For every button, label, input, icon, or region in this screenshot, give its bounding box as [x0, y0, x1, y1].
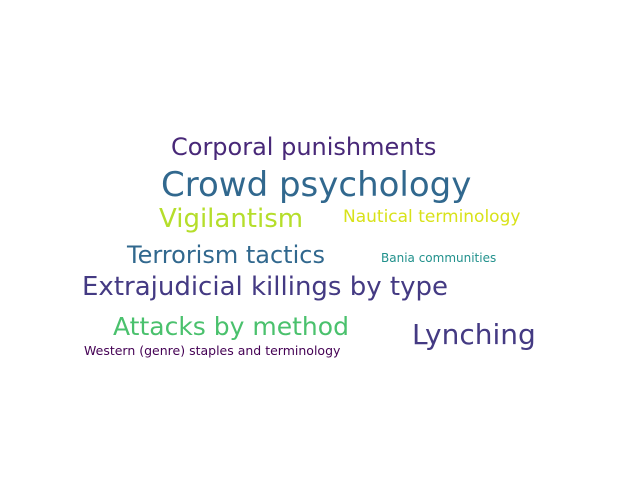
- word-crowd-psychology: Crowd psychology: [161, 165, 472, 205]
- word-bania-communities: Bania communities: [381, 251, 497, 265]
- word-extrajudicial-killings-by-type: Extrajudicial killings by type: [82, 272, 448, 302]
- word-vigilantism: Vigilantism: [159, 204, 304, 234]
- word-terrorism-tactics: Terrorism tactics: [127, 241, 325, 269]
- word-attacks-by-method: Attacks by method: [113, 312, 349, 341]
- word-western-genre-staples-and-terminology: Western (genre) staples and terminology: [84, 343, 341, 358]
- word-corporal-punishments: Corporal punishments: [171, 133, 437, 161]
- word-lynching: Lynching: [412, 318, 536, 351]
- word-nautical-terminology: Nautical terminology: [343, 207, 521, 227]
